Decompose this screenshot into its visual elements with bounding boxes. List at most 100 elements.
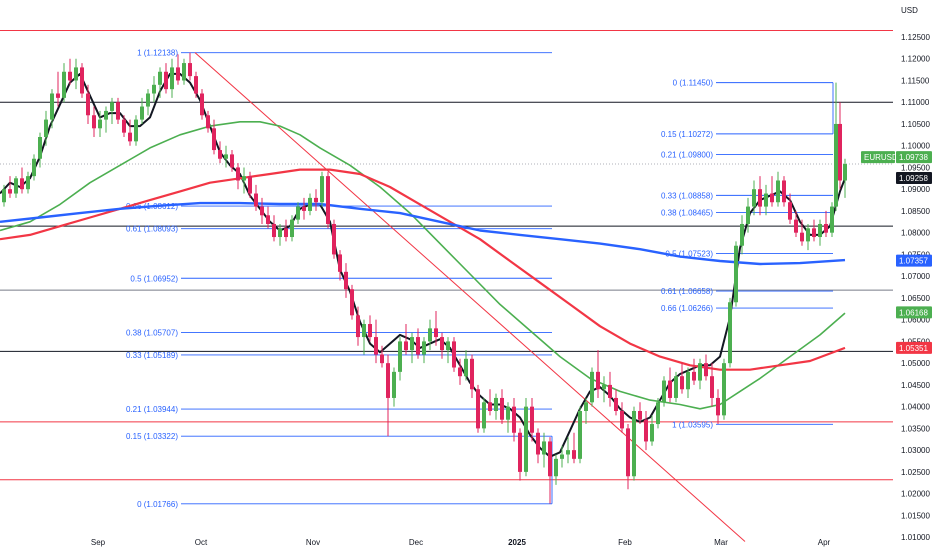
- fib-down-label-3: 0.5 (1.06952): [130, 274, 178, 283]
- candle-body: [446, 341, 450, 351]
- candle-138: [830, 202, 834, 238]
- candle-body: [440, 337, 444, 351]
- candle-body: [602, 384, 606, 390]
- candle-body: [296, 206, 300, 220]
- candle-body: [158, 71, 162, 85]
- candle-body: [644, 419, 648, 442]
- candle-69: [416, 328, 420, 359]
- candle-body: [116, 102, 120, 120]
- candle-body: [764, 193, 768, 207]
- candle-136: [818, 219, 822, 246]
- candle-88: [530, 397, 534, 442]
- candle-26: [158, 67, 162, 98]
- fib-up-label-5: 0.5 (1.07523): [665, 249, 713, 258]
- candle-body: [794, 219, 798, 233]
- candle-24: [146, 89, 150, 116]
- candle-body: [686, 371, 690, 390]
- candle-120: [722, 358, 726, 420]
- candle-body: [260, 206, 264, 216]
- candle-66: [398, 337, 402, 381]
- price-badge-2: [896, 254, 932, 267]
- candle-body: [638, 411, 642, 420]
- candle-body: [98, 119, 102, 129]
- candle-14: [86, 84, 90, 124]
- fib-up-label-3: 0.33 (1.08858): [661, 191, 713, 200]
- candle-body: [290, 219, 294, 238]
- candle-body: [512, 406, 516, 433]
- candle-117: [704, 354, 708, 381]
- candle-36: [218, 141, 222, 164]
- candle-94: [566, 437, 570, 464]
- candle-body: [356, 315, 360, 338]
- time-label-5: Feb: [618, 538, 632, 547]
- candle-body: [710, 376, 714, 398]
- candle-89: [536, 428, 540, 464]
- candle-83: [500, 389, 504, 425]
- candle-58: [350, 284, 354, 320]
- candle-body: [122, 119, 126, 133]
- candle-101: [608, 371, 612, 407]
- candle-body: [152, 84, 156, 94]
- candle-body: [692, 371, 696, 381]
- candle-16: [98, 110, 102, 137]
- symbol-badge: [861, 151, 895, 164]
- candle-30: [182, 58, 186, 85]
- candle-137: [824, 210, 828, 238]
- candle-body: [500, 397, 504, 420]
- candle-body: [338, 254, 342, 272]
- candle-body: [194, 76, 198, 94]
- candle-54: [326, 171, 330, 229]
- candle-72: [434, 310, 438, 346]
- candle-116: [698, 358, 702, 390]
- price-tick-5: 1.10000: [901, 142, 930, 151]
- candle-body: [212, 128, 216, 151]
- candle-body: [674, 376, 678, 398]
- price-badge-0: [896, 151, 932, 164]
- candle-92: [554, 454, 558, 485]
- candle-body: [584, 402, 588, 411]
- price-axis[interactable]: USD 1.12500 1.12000 1.11500 1.11000 1.10500 1…: [901, 6, 930, 542]
- candle-body: [464, 358, 468, 377]
- candle-body: [200, 93, 204, 116]
- candle-body: [656, 402, 660, 425]
- candle-body: [284, 228, 288, 238]
- price-badge-value-1: 1.09258: [899, 174, 928, 183]
- candle-body: [818, 223, 822, 238]
- price-tick-22: 1.01500: [901, 511, 930, 520]
- candle-body: [488, 402, 492, 411]
- candle-100: [602, 376, 606, 403]
- candle-51: [308, 193, 312, 216]
- candle-35: [212, 119, 216, 155]
- candle-13: [80, 63, 84, 98]
- candle-6: [38, 132, 42, 168]
- time-axis[interactable]: Sep Oct Nov Dec 2025 Feb Mar Apr: [91, 538, 831, 547]
- fibonacci-retracements: 1 (1.12138)0.66 (1.08612)0.61 (1.08093)0…: [126, 49, 834, 509]
- candle-body: [62, 71, 66, 98]
- candle-body: [740, 223, 744, 246]
- candle-body: [698, 363, 702, 381]
- candle-body: [386, 363, 390, 398]
- candle-134: [806, 223, 810, 251]
- candle-body: [650, 424, 654, 442]
- time-label-2: Nov: [306, 538, 320, 547]
- symbol-badge-label: EURUSD: [864, 153, 898, 162]
- candle-body: [704, 363, 708, 377]
- candle-132: [794, 210, 798, 238]
- candle-110: [662, 376, 666, 407]
- candle-body: [728, 302, 732, 364]
- price-tick-23: 1.01000: [901, 533, 930, 542]
- candle-29: [176, 54, 180, 85]
- candle-body: [482, 402, 486, 429]
- candle-body: [242, 176, 246, 181]
- candle-61: [368, 315, 372, 342]
- price-tick-8: 1.08500: [901, 207, 930, 216]
- candle-body: [428, 328, 432, 342]
- candle-52: [314, 189, 318, 211]
- candle-body: [608, 384, 612, 398]
- candle-31: [188, 52, 192, 81]
- candle-19: [116, 97, 120, 124]
- candle-body: [68, 71, 72, 81]
- price-badge-value-0: 1.09738: [899, 153, 928, 162]
- candle-133: [800, 219, 804, 246]
